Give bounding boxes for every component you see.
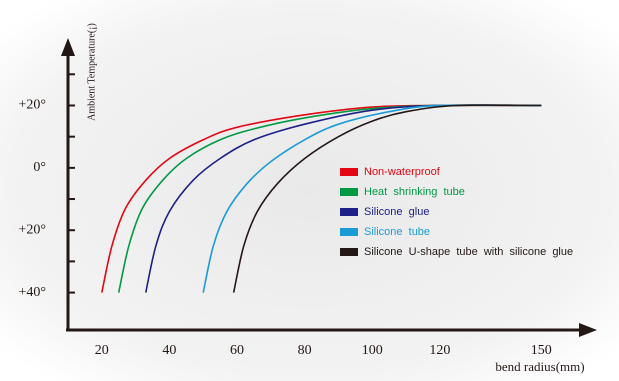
y-tick-label: 0° (33, 160, 46, 175)
x-tick-label: 40 (162, 343, 176, 358)
legend-label: Non-waterproof (364, 166, 441, 178)
x-tick-label: 120 (429, 343, 450, 358)
legend-label: Silicone U-shape tube with silicone glue (364, 246, 573, 258)
x-tick-label: 100 (362, 343, 383, 358)
y-tick-label: +20° (19, 98, 47, 113)
legend-swatch (340, 188, 358, 196)
legend-swatch (340, 208, 358, 216)
x-axis-title: bend radius(mm) (495, 359, 584, 374)
legend-label: Silicone tube (364, 226, 430, 238)
x-tick-label: 60 (230, 343, 244, 358)
x-axis-arrow (579, 323, 597, 337)
y-axis-arrow (61, 38, 75, 56)
series-line (232, 104, 542, 293)
legend-label: Heat shrinking tube (364, 186, 465, 198)
y-axis-title: Ambient Temperature(¡) (86, 23, 97, 121)
y-tick-label: +20° (19, 222, 47, 237)
x-tick-label: 80 (298, 343, 312, 358)
x-tick-label: 20 (95, 343, 109, 358)
legend-label: Silicone glue (364, 206, 429, 218)
y-tick-label: +40° (19, 285, 47, 300)
series-line (202, 104, 542, 293)
x-tick-label: 150 (531, 343, 552, 358)
legend-swatch (340, 248, 358, 256)
legend-swatch (340, 228, 358, 236)
legend-swatch (340, 168, 358, 176)
